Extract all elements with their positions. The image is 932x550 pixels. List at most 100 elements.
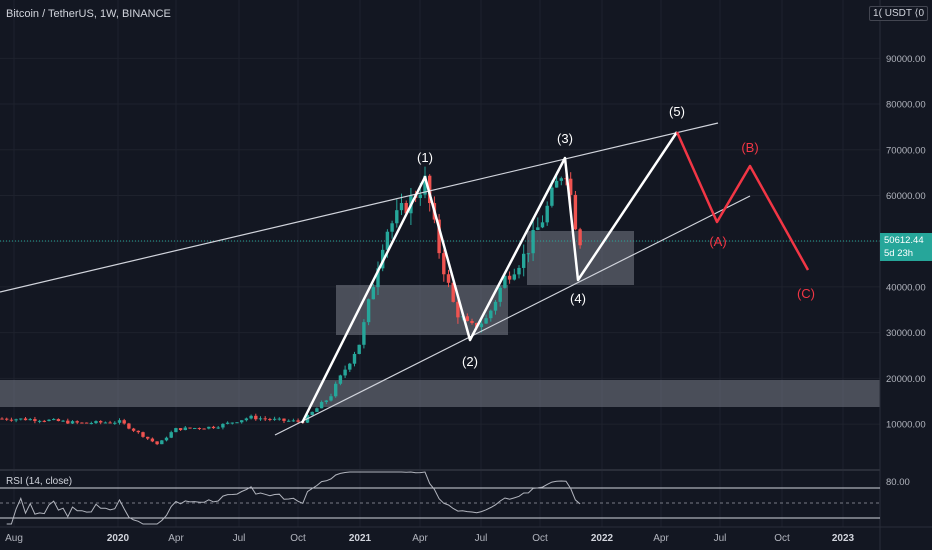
candle-body bbox=[188, 427, 192, 429]
time-tick-label: Oct bbox=[290, 533, 306, 544]
candle-body bbox=[193, 428, 197, 430]
time-axis[interactable]: Aug 2020 Apr Jul Oct 2021 Apr Jul Oct 2022 Apr Jul O… bbox=[5, 533, 854, 544]
grid-lines bbox=[0, 0, 880, 527]
candle-body bbox=[268, 418, 272, 420]
channel-lines bbox=[0, 122, 751, 436]
candle-body bbox=[160, 440, 164, 445]
candle-body bbox=[517, 267, 521, 275]
candle-body bbox=[127, 423, 131, 429]
wave-label: (B) bbox=[741, 140, 758, 155]
candle-body bbox=[404, 203, 408, 214]
time-tick-label: Jul bbox=[714, 533, 727, 544]
candle-body bbox=[23, 418, 28, 421]
candle-body bbox=[183, 427, 187, 431]
support-zones bbox=[0, 231, 880, 407]
candle-body bbox=[103, 422, 108, 424]
candle-body bbox=[117, 420, 122, 423]
candle-body bbox=[329, 396, 333, 401]
candle-body bbox=[399, 203, 404, 211]
candle-body bbox=[56, 419, 61, 422]
time-tick-label: 2021 bbox=[349, 533, 372, 544]
candle-body bbox=[150, 438, 155, 442]
price-tick-label: 60000.00 bbox=[886, 191, 926, 202]
candle-body bbox=[52, 419, 56, 421]
candle-body bbox=[287, 420, 291, 422]
correction-wave-path bbox=[675, 131, 810, 271]
candle-body bbox=[122, 420, 126, 424]
price-tick-label: 30000.00 bbox=[886, 328, 926, 339]
bar-countdown: 5d 23h bbox=[884, 248, 914, 259]
zone-box bbox=[0, 380, 880, 407]
currency-scale-button[interactable]: 1( USDT ⟨0 bbox=[869, 6, 928, 21]
candle-body bbox=[456, 301, 460, 318]
candle-body bbox=[5, 418, 9, 420]
candle-body bbox=[493, 301, 498, 311]
candle-body bbox=[84, 422, 89, 424]
candle-body bbox=[28, 419, 32, 421]
time-tick-label: Jul bbox=[475, 533, 488, 544]
candle-body bbox=[240, 420, 244, 423]
candle-body bbox=[470, 320, 474, 323]
wave-labels: (1) (2) (3) (4) (5) (A) (B) (C) bbox=[417, 104, 815, 369]
price-tick-label: 20000.00 bbox=[886, 374, 926, 385]
candle-body bbox=[343, 369, 347, 376]
candle-body bbox=[362, 322, 366, 345]
wave-label: (A) bbox=[709, 234, 726, 249]
candle-body bbox=[465, 316, 469, 321]
candle-body bbox=[338, 375, 343, 384]
candle-body bbox=[272, 418, 277, 420]
candle-body bbox=[230, 422, 234, 424]
candle-body bbox=[489, 310, 493, 319]
candle-body bbox=[366, 299, 371, 323]
time-tick-label: Apr bbox=[412, 533, 428, 544]
candle-body bbox=[559, 178, 563, 181]
candle-body bbox=[89, 423, 93, 425]
candle-body bbox=[282, 418, 286, 421]
candle-body bbox=[174, 428, 178, 433]
time-tick-label: Oct bbox=[774, 533, 790, 544]
candle-body bbox=[418, 194, 422, 199]
candle-body bbox=[94, 421, 98, 424]
candle-body bbox=[169, 432, 173, 438]
candle-body bbox=[390, 223, 394, 232]
candle-body bbox=[550, 187, 554, 206]
candle-body bbox=[437, 219, 441, 254]
candle-body bbox=[19, 418, 23, 420]
wave-label: (1) bbox=[417, 150, 433, 165]
candle-body bbox=[42, 420, 46, 422]
candle-body bbox=[578, 229, 582, 246]
candle-body bbox=[357, 344, 361, 354]
candle-body bbox=[526, 253, 531, 255]
candle-body bbox=[202, 428, 206, 430]
time-tick-label: Jul bbox=[233, 533, 246, 544]
zone-box bbox=[336, 285, 508, 335]
candle-body bbox=[244, 418, 249, 421]
last-price-tag: 50612.44 5d 23h bbox=[880, 233, 932, 261]
candle-body bbox=[75, 421, 79, 423]
candle-body bbox=[319, 402, 324, 409]
candle-body bbox=[446, 274, 451, 283]
time-tick-label: Aug bbox=[5, 533, 23, 544]
wave-label: (C) bbox=[797, 286, 815, 301]
candle-body bbox=[254, 415, 258, 420]
candle-body bbox=[197, 428, 202, 430]
candle-body bbox=[291, 420, 296, 422]
candle-body bbox=[249, 415, 253, 419]
candle-body bbox=[310, 411, 314, 415]
candle-body bbox=[334, 383, 338, 397]
rsi-title: RSI (14, close) bbox=[6, 476, 73, 487]
candle-body bbox=[545, 205, 549, 223]
candle-body bbox=[296, 420, 300, 422]
candle-body bbox=[371, 287, 375, 300]
candle-body bbox=[131, 428, 136, 431]
rsi-panel bbox=[0, 471, 880, 525]
candle-body bbox=[451, 282, 455, 302]
wave-label: (5) bbox=[669, 104, 685, 119]
candle-body bbox=[258, 418, 263, 420]
candle-body bbox=[80, 422, 84, 424]
candle-body bbox=[324, 400, 328, 403]
wave-label: (4) bbox=[570, 291, 586, 306]
candle-body bbox=[70, 421, 75, 424]
time-tick-label: Apr bbox=[168, 533, 184, 544]
